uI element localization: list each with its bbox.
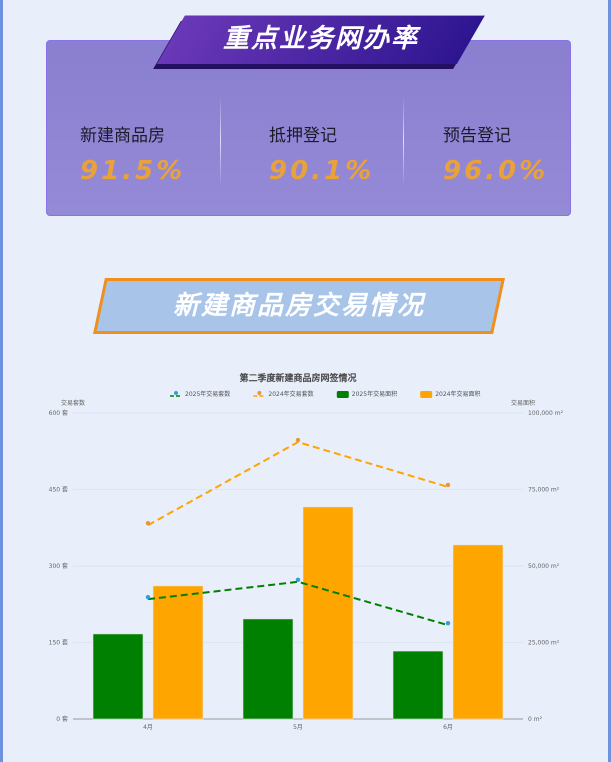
point-2025年交易套数 bbox=[295, 577, 301, 583]
section1-title: 重点业务网办率 bbox=[222, 24, 419, 54]
divider bbox=[403, 96, 404, 186]
x-tick-label: 6月 bbox=[443, 724, 453, 731]
legend-item[interactable]: 2025年交易套数 bbox=[170, 390, 230, 398]
stat-mortgage: 抵押登记 90.1% bbox=[269, 121, 439, 186]
legend-label: 2025年交易套数 bbox=[185, 390, 230, 398]
point-2025年交易套数 bbox=[145, 594, 151, 600]
right-axis-label: 交易面积 bbox=[511, 399, 535, 407]
point-2024年交易套数 bbox=[445, 482, 451, 488]
right-tick-label: 75,000 m² bbox=[528, 487, 560, 494]
transaction-chart: 第二季度新建商品房网签情况 2025年交易套数 2024年交易套数 2025年交易面… bbox=[49, 372, 564, 731]
right-tick-label: 0 m² bbox=[528, 716, 543, 723]
legend-label: 2024年交易面积 bbox=[435, 390, 480, 398]
right-tick-label: 25,000 m² bbox=[528, 640, 560, 647]
stat-presale: 预告登记 96.0% bbox=[443, 121, 611, 186]
section1-banner: 重点业务网办率 bbox=[153, 15, 486, 69]
chart-title: 第二季度新建商品房网签情况 bbox=[239, 372, 356, 384]
bar-2024年交易面积 bbox=[452, 544, 504, 720]
section2-banner: 新建商品房交易情况 bbox=[93, 278, 511, 338]
bar-2025年交易面积 bbox=[92, 633, 144, 720]
line-2024年交易套数 bbox=[147, 440, 449, 527]
stat-label: 预告登记 bbox=[443, 126, 511, 146]
stat-new-housing: 新建商品房 91.5% bbox=[80, 121, 250, 186]
right-tick-label: 100,000 m² bbox=[528, 410, 564, 417]
divider bbox=[220, 96, 221, 186]
point-2025年交易套数 bbox=[445, 620, 451, 626]
stat-value: 96.0% bbox=[443, 156, 549, 186]
legend-item[interactable]: 2025年交易面积 bbox=[336, 390, 397, 398]
bar-2025年交易面积 bbox=[392, 650, 444, 720]
legend-item[interactable]: 2024年交易面积 bbox=[420, 390, 480, 398]
stat-label: 新建商品房 bbox=[80, 126, 165, 146]
left-axis-label: 交易套数 bbox=[61, 399, 85, 407]
right-tick-label: 50,000 m² bbox=[528, 563, 560, 570]
legend-item[interactable]: 2024年交易套数 bbox=[253, 390, 314, 398]
left-tick-label: 150 套 bbox=[49, 639, 68, 647]
stat-value: 90.1% bbox=[269, 156, 375, 186]
stat-label: 抵押登记 bbox=[269, 126, 337, 146]
x-tick-label: 5月 bbox=[293, 724, 303, 731]
x-tick-label: 4月 bbox=[143, 724, 153, 731]
key-business-panel: 新建商品房 91.5% 抵押登记 90.1% 预告登记 96.0% bbox=[46, 40, 571, 216]
section2-title: 新建商品房交易情况 bbox=[172, 291, 425, 321]
point-2024年交易套数 bbox=[295, 437, 301, 443]
left-tick-label: 450 套 bbox=[49, 486, 68, 494]
bar-2024年交易面积 bbox=[152, 585, 204, 720]
left-tick-label: 300 套 bbox=[49, 562, 68, 570]
line-2025年交易套数 bbox=[147, 580, 449, 627]
left-tick-label: 0 套 bbox=[56, 715, 68, 723]
left-tick-label: 600 套 bbox=[49, 409, 68, 417]
bar-2024年交易面积 bbox=[302, 506, 354, 720]
legend-label: 2024年交易套数 bbox=[268, 390, 313, 398]
stat-value: 91.5% bbox=[80, 156, 186, 186]
point-2024年交易套数 bbox=[145, 521, 151, 526]
legend-label: 2025年交易面积 bbox=[352, 390, 397, 398]
bar-2025年交易面积 bbox=[242, 618, 294, 720]
